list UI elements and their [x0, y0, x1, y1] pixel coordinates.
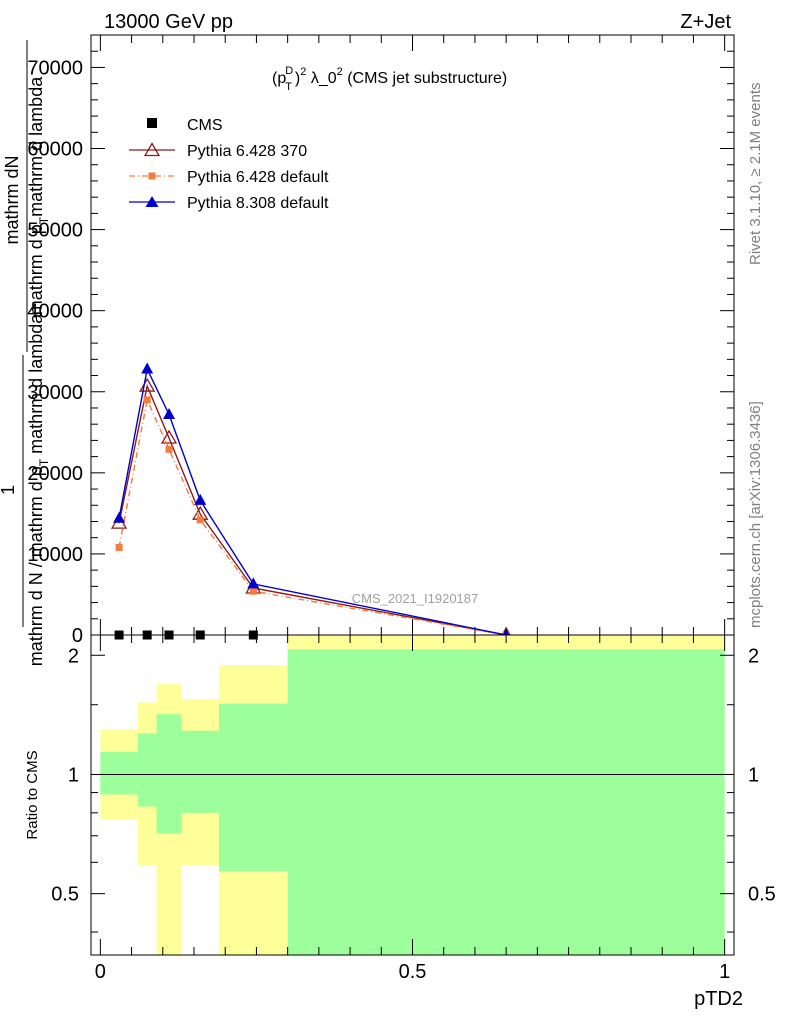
title-lambda: λ_0: [306, 70, 336, 87]
series-3-point-2: [163, 407, 176, 419]
ratio-band-inner-5: [287, 649, 725, 955]
series-2-point-3: [196, 516, 204, 524]
ratio-band-inner-0: [100, 751, 138, 795]
legend: CMS Pythia 6.428 370 Pythia 6.428 defaul…: [129, 117, 329, 212]
y-label-denominator-top: mathrm d pTmathrm d lambda: [26, 76, 51, 315]
title-sup-d: D: [285, 65, 293, 77]
ratio-axes: 0.5 0.5 1 1 2 2 0 0.5 1: [51, 634, 776, 983]
y-label-den-tail: mathrm d lambda: [26, 313, 46, 459]
main-ytick-label-0: 0: [72, 625, 83, 647]
main-ytick-label-7: 70000: [27, 57, 83, 79]
legend-marker-pythia6-default: [148, 172, 156, 180]
ratio-band-inner-1: [137, 733, 157, 807]
ratio-band-inner-3: [181, 730, 219, 813]
header-energy-label: 13000 GeV pp: [104, 11, 233, 33]
main-panel: 0 10000 20000 30000 40000 50000 60000 70000 CMS…: [0, 34, 735, 666]
series-2-point-2: [165, 445, 173, 453]
y-label-den-line2: mathrm d lambda: [26, 76, 46, 217]
title-sub-t: T: [285, 81, 292, 93]
title-sup-2b: 2: [337, 66, 343, 78]
ratio-bands: [100, 635, 725, 955]
main-ytick-label-6: 60000: [27, 139, 83, 161]
series-3-point-4: [247, 577, 260, 589]
series-2-point-4: [249, 587, 257, 595]
series-line-1: [118, 383, 507, 636]
title-paren: ): [295, 70, 300, 87]
xtick-label-0: 0: [95, 961, 106, 983]
series-3-point-3: [194, 493, 207, 505]
series-1-point-2: [160, 429, 178, 444]
title-base: (p: [272, 70, 286, 87]
ratio-ytick-label-right-2: 2: [748, 645, 759, 667]
ratio-ytick-label-left-0: 0.5: [51, 884, 79, 906]
ratio-ytick-label-right-0: 0.5: [748, 884, 776, 906]
analysis-watermark: CMS_2021_I1920187: [352, 591, 479, 606]
ratio-y-label: Ratio to CMS: [24, 750, 41, 839]
main-series: [110, 362, 515, 641]
xtick-label-2: 1: [719, 961, 730, 983]
y-label-den-full: mathrm d N / mathrm d p: [26, 466, 46, 666]
mcplots-label: mcplots.cern.ch [arXiv:1306.3436]: [747, 401, 764, 628]
main-axes: 0 10000 20000 30000 40000 50000 60000 70000: [27, 34, 735, 647]
legend-marker-pythia6-370: [143, 142, 161, 157]
series-2-point-1: [143, 396, 151, 404]
y-label-numerator: mathrm dN: [2, 155, 22, 244]
legend-label-cms: CMS: [187, 117, 223, 134]
main-ytick-label-4: 40000: [27, 301, 83, 323]
header-process-label: Z+Jet: [680, 11, 731, 33]
y-axis-label: 1 mathrm dN mathrm d pTmathrm d lambda m…: [0, 40, 51, 666]
y-label-denominator-bottom: mathrm d N / mathrm d pT mathrm d lambda: [26, 313, 51, 666]
main-ytick-label-3: 30000: [27, 382, 83, 404]
legend-label-pythia8-default: Pythia 8.308 default: [187, 195, 329, 212]
legend-marker-pythia8-default: [145, 196, 159, 207]
legend-label-pythia6-default: Pythia 6.428 default: [187, 169, 329, 186]
ratio-ytick-label-left-2: 2: [68, 645, 79, 667]
main-ytick-label-5: 50000: [27, 220, 83, 242]
ratio-ytick-label-right-1: 1: [748, 764, 759, 786]
title-tail: (CMS jet substructure): [343, 70, 507, 87]
legend-marker-cms: [147, 118, 157, 128]
xtick-label-1: 0.5: [399, 961, 427, 983]
ratio-ytick-label-left-1: 1: [68, 764, 79, 786]
series-3-point-1: [141, 362, 154, 374]
x-axis-label: pTD2: [694, 988, 743, 1010]
series-2-point-0: [115, 543, 123, 551]
main-ytick-label-2: 20000: [27, 463, 83, 485]
series-3-point-0: [113, 511, 126, 523]
y-label-den-sub: T: [37, 216, 51, 224]
rivet-version-label: Rivet 3.1.10, ≥ 2.1M events: [747, 83, 764, 266]
main-ytick-label-1: 10000: [27, 544, 83, 566]
series-line-3: [118, 366, 507, 636]
y-label-numerator-one: 1: [0, 485, 18, 495]
legend-label-pythia6-370: Pythia 6.428 370: [187, 143, 307, 160]
title-sup-2: 2: [300, 66, 306, 78]
y-label-den-sub2: T: [37, 458, 51, 466]
ratio-band-inner-4: [218, 703, 288, 872]
ratio-panel: 0.5 0.5 1 1 2 2 0 0.5 1 Ratio to CMS pTD2: [24, 634, 776, 1010]
plot-title: (pD T)2 λ_02 (CMS jet substructure): [272, 65, 507, 93]
y-label-den-line1: mathrm d p: [26, 224, 46, 315]
ratio-band-inner-2: [156, 714, 182, 834]
